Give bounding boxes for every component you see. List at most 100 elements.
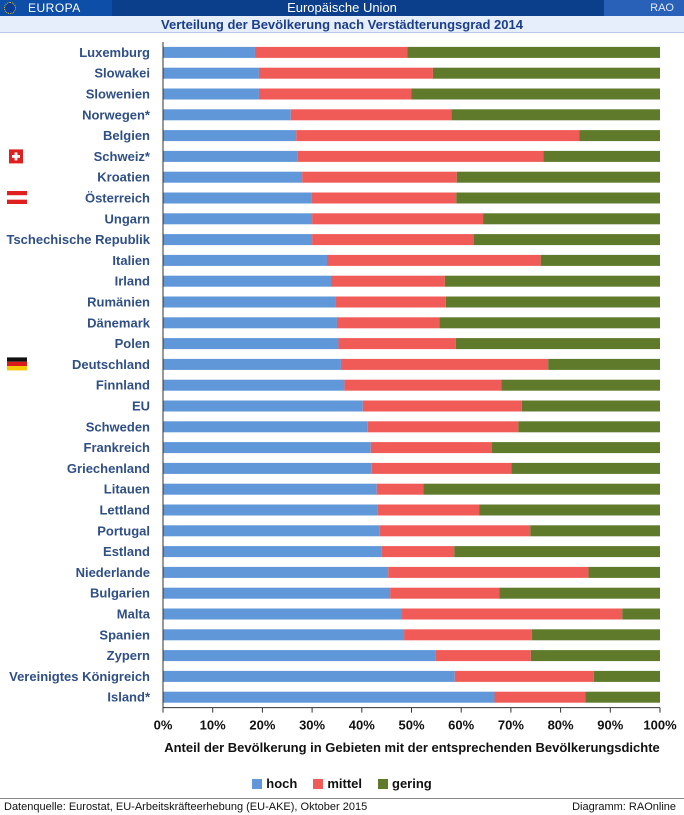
bar-gering-5	[543, 150, 660, 162]
bar-mittel-6	[302, 171, 457, 183]
y-tick-label: EU	[132, 399, 150, 414]
bar-gering-25	[588, 566, 660, 578]
bar-hoch-28	[163, 629, 405, 641]
x-tick-label: 40%	[349, 718, 375, 733]
legend-swatch	[252, 779, 263, 789]
legend-item-hoch: hoch	[252, 776, 297, 791]
y-tick-label: Zypern	[107, 648, 150, 663]
bar-mittel-10	[327, 254, 541, 266]
bar-gering-0	[407, 46, 660, 58]
bar-mittel-25	[388, 566, 589, 578]
bar-gering-26	[499, 587, 660, 599]
top-banner: EUROPA Europäische Union RAO	[0, 0, 684, 16]
legend-swatch	[313, 779, 324, 789]
y-tick-label: Irland	[115, 274, 150, 289]
bar-mittel-2	[258, 88, 412, 100]
bar-mittel-26	[390, 587, 500, 599]
bar-gering-19	[492, 442, 660, 454]
bar-mittel-13	[336, 317, 440, 329]
brand-europa-label: EUROPA	[28, 1, 81, 15]
chart-title: Verteilung der Bevölkerung nach Verstädt…	[0, 16, 684, 33]
y-tick-label: Lettland	[99, 503, 150, 518]
y-tick-label: Frankreich	[84, 440, 151, 455]
y-tick-label: Spanien	[99, 627, 150, 642]
x-tick-label: 20%	[249, 718, 275, 733]
bar-mittel-27	[401, 608, 623, 620]
y-tick-label: Niederlande	[76, 565, 150, 580]
bar-hoch-16	[163, 379, 345, 391]
bar-hoch-5	[163, 150, 298, 162]
x-axis-label: Anteil der Bevölkerung in Gebieten mit d…	[164, 740, 660, 755]
at-flag-icon	[7, 191, 27, 204]
bar-gering-18	[518, 421, 660, 433]
bar-mittel-1	[258, 67, 433, 79]
bar-hoch-27	[163, 608, 402, 620]
bar-hoch-24	[163, 546, 382, 558]
bar-mittel-22	[377, 504, 480, 516]
y-tick-label: Slowenien	[86, 87, 150, 102]
y-tick-label: Litauen	[104, 482, 150, 497]
flags-layer	[7, 149, 27, 371]
bar-hoch-11	[163, 275, 331, 287]
y-tick-label: Norwegen*	[82, 107, 151, 122]
bar-hoch-1	[163, 67, 259, 79]
x-tick-label: 10%	[200, 718, 226, 733]
bar-mittel-16	[344, 379, 502, 391]
y-tick-label: Polen	[115, 336, 150, 351]
bar-mittel-21	[376, 483, 424, 495]
bar-mittel-3	[290, 109, 452, 121]
bar-gering-24	[454, 546, 660, 558]
bar-hoch-20	[163, 462, 372, 474]
bar-mittel-4	[296, 130, 580, 142]
bar-mittel-12	[335, 296, 446, 308]
bar-hoch-19	[163, 442, 371, 454]
bar-mittel-30	[454, 670, 594, 682]
bar-gering-10	[540, 254, 660, 266]
y-tick-label: Island*	[107, 690, 151, 705]
brand-europa[interactable]: EUROPA	[0, 0, 112, 16]
bar-gering-13	[439, 317, 660, 329]
bar-mittel-23	[379, 525, 531, 537]
y-tick-label: Italien	[112, 253, 150, 268]
bar-hoch-23	[163, 525, 380, 537]
bar-mittel-29	[435, 650, 531, 662]
x-tick-label: 50%	[398, 718, 424, 733]
x-tick-label: 30%	[299, 718, 325, 733]
legend-label: hoch	[266, 776, 298, 791]
brand-rao[interactable]: RAO	[604, 0, 684, 16]
x-axis: 0% 10% 20% 30% 40% 50% 60% 70% 80% 90% 100%	[154, 42, 677, 733]
bar-gering-1	[432, 67, 660, 79]
legend: hoch mittel gering	[0, 776, 684, 791]
bar-hoch-21	[163, 483, 377, 495]
y-tick-label: Bulgarien	[90, 586, 150, 601]
y-tick-label: Schweiz*	[94, 149, 151, 164]
bar-gering-9	[473, 234, 660, 246]
data-source: Datenquelle: Eurostat, EU-Arbeitskräftee…	[4, 801, 368, 813]
bar-mittel-9	[312, 234, 474, 246]
bar-hoch-30	[163, 670, 455, 682]
bar-mittel-5	[297, 150, 544, 162]
bar-gering-14	[455, 338, 660, 350]
ch-flag-icon	[9, 149, 23, 164]
bar-gering-3	[451, 109, 660, 121]
y-tick-label: Estland	[103, 544, 150, 559]
bar-hoch-2	[163, 88, 259, 100]
bar-gering-21	[423, 483, 660, 495]
bar-mittel-7	[311, 192, 457, 204]
bar-gering-12	[445, 296, 660, 308]
bar-gering-7	[456, 192, 660, 204]
bar-gering-27	[622, 608, 660, 620]
banner-title: Europäische Union	[287, 0, 397, 15]
y-tick-label: Kroatien	[97, 170, 150, 185]
bar-hoch-22	[163, 504, 378, 516]
legend-label: gering	[392, 776, 432, 791]
bar-gering-29	[530, 650, 660, 662]
diagram-credit: Diagramm: RAOnline	[572, 801, 676, 813]
bar-hoch-17	[163, 400, 363, 412]
bar-hoch-13	[163, 317, 337, 329]
bar-hoch-26	[163, 587, 391, 599]
bar-mittel-17	[362, 400, 522, 412]
bar-gering-28	[531, 629, 660, 641]
y-tick-label: Luxemburg	[79, 45, 150, 60]
y-tick-label: Ungarn	[105, 211, 151, 226]
